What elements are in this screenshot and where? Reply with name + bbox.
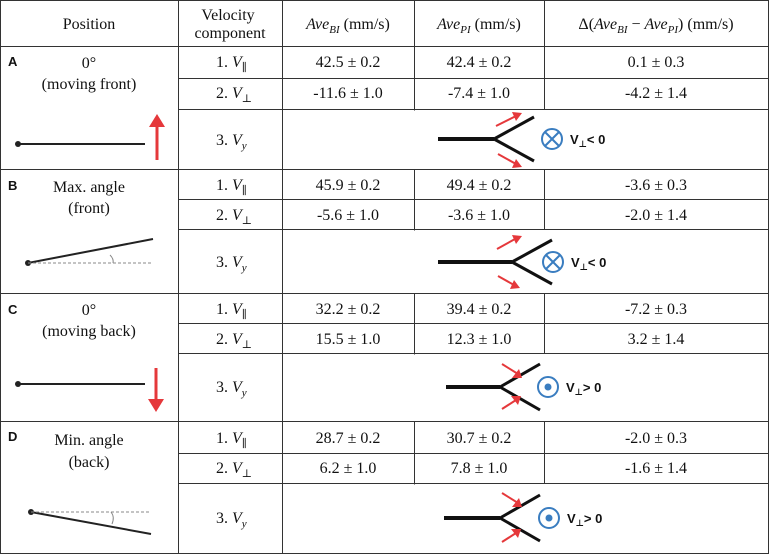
section-c: C 0° (moving back) 1. V∥ 32.2 ± 0.2 39.4… (8, 301, 687, 412)
arm-horizontal-diagram (15, 141, 145, 147)
header-ave-bi: AveBI (mm/s) (305, 16, 390, 36)
value-pi: 42.4 ± 0.2 (447, 54, 512, 71)
position-subtitle: (moving back) (42, 323, 136, 340)
value-pi: 30.7 ± 0.2 (447, 430, 512, 447)
value-bi: 42.5 ± 0.2 (316, 54, 381, 71)
into-page-icon (542, 251, 564, 273)
component-parallel: 1. V∥ (216, 177, 247, 197)
arrow-down-icon (148, 368, 164, 412)
value-delta: -4.2 ± 1.4 (625, 85, 687, 102)
position-title: Min. angle (54, 432, 123, 449)
section-b: B Max. angle (front) 1. V∥ 45.9 ± 0.2 49… (8, 177, 687, 289)
arm-angled-up-diagram (25, 238, 154, 266)
header-ave-pi: AvePI (mm/s) (436, 16, 521, 36)
header-position: Position (63, 16, 115, 33)
value-pi: 7.8 ± 1.0 (451, 460, 508, 477)
header-row: Position Velocity component AveBI (mm/s)… (63, 7, 734, 42)
value-bi: 15.5 ± 1.0 (316, 331, 381, 348)
position-title: Max. angle (53, 179, 125, 196)
value-pi: -7.4 ± 1.0 (448, 85, 510, 102)
value-bi: -5.6 ± 1.0 (317, 207, 379, 224)
section-letter: A (8, 54, 18, 69)
fork-diagram (438, 112, 535, 168)
position-title: 0° (82, 55, 96, 72)
position-subtitle: (front) (68, 200, 110, 217)
vy-sign-label: V⊥> 0 (567, 511, 602, 528)
section-d: D Min. angle (back) 1. V∥ 28.7 ± 0.2 30.… (8, 429, 687, 543)
header-velocity-component: Velocity component (194, 7, 266, 42)
value-delta: 0.1 ± 0.3 (628, 54, 685, 71)
value-pi: 39.4 ± 0.2 (447, 301, 512, 318)
arm-horizontal-diagram (15, 381, 145, 387)
vy-cell-mask (413, 110, 416, 553)
header-delta: Δ(AveBI − AvePI) (mm/s) (578, 16, 733, 36)
component-parallel: 1. V∥ (216, 301, 247, 321)
fork-diagram (446, 362, 541, 412)
value-delta: -7.2 ± 0.3 (625, 301, 687, 318)
component-perpendicular: 2. V⊥ (216, 331, 252, 351)
value-delta: -3.6 ± 0.3 (625, 177, 687, 194)
out-of-page-icon (537, 376, 559, 398)
component-y: 3. Vy (216, 132, 247, 152)
value-bi: 6.2 ± 1.0 (320, 460, 377, 477)
vy-sign-label: V⊥> 0 (566, 380, 601, 397)
fork-diagram (444, 492, 541, 543)
component-perpendicular: 2. V⊥ (216, 85, 252, 105)
section-letter: D (8, 429, 17, 444)
value-pi: 49.4 ± 0.2 (447, 177, 512, 194)
value-pi: -3.6 ± 1.0 (448, 207, 510, 224)
value-bi: 45.9 ± 0.2 (316, 177, 381, 194)
component-y: 3. Vy (216, 254, 247, 274)
position-title: 0° (82, 302, 96, 319)
value-bi: -11.6 ± 1.0 (313, 85, 383, 102)
component-perpendicular: 2. V⊥ (216, 207, 252, 227)
value-delta: -2.0 ± 1.4 (625, 207, 687, 224)
out-of-page-icon (538, 507, 560, 529)
component-y: 3. Vy (216, 379, 247, 399)
component-perpendicular: 2. V⊥ (216, 460, 252, 480)
component-parallel: 1. V∥ (216, 430, 247, 450)
arm-angled-down-diagram (28, 509, 152, 535)
position-subtitle: (moving front) (42, 76, 137, 93)
vy-sign-label: V⊥< 0 (570, 132, 605, 149)
component-parallel: 1. V∥ (216, 54, 247, 74)
value-pi: 12.3 ± 1.0 (447, 331, 512, 348)
arrow-up-icon (149, 114, 165, 160)
value-bi: 28.7 ± 0.2 (316, 430, 381, 447)
into-page-icon (541, 128, 563, 150)
value-delta: -1.6 ± 1.4 (625, 460, 687, 477)
fork-diagram (438, 235, 553, 289)
value-bi: 32.2 ± 0.2 (316, 301, 381, 318)
value-delta: 3.2 ± 1.4 (628, 331, 685, 348)
position-subtitle: (back) (69, 454, 110, 471)
vy-sign-label: V⊥< 0 (571, 255, 606, 272)
component-y: 3. Vy (216, 510, 247, 530)
value-delta: -2.0 ± 0.3 (625, 430, 687, 447)
section-a: A 0° (moving front) 1. V∥ 42.5 ± 0.2 42.… (8, 54, 687, 168)
section-letter: B (8, 178, 17, 193)
section-letter: C (8, 302, 18, 317)
